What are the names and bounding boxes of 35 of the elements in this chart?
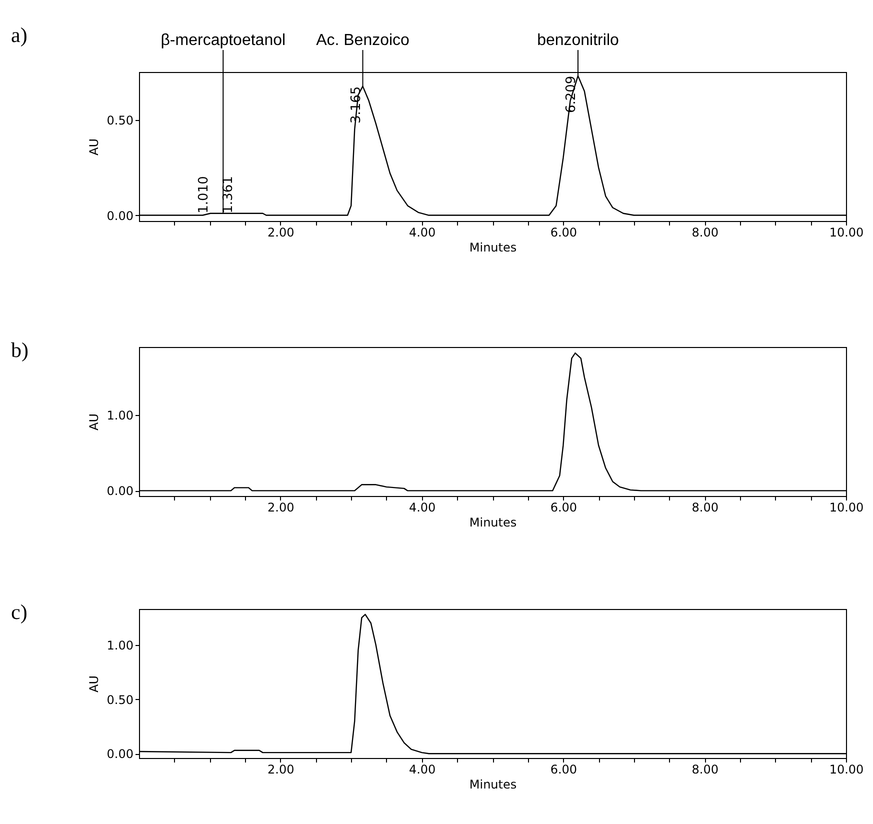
x-tick-label: 6.00 [550,762,578,776]
x-tick-label: 8.00 [692,226,718,240]
y-tick-label: 0.50 [106,113,134,128]
x-tick-label: 8.00 [692,500,718,514]
x-tick-label: 2.00 [268,226,294,240]
y-tick-label: 0.50 [106,692,134,707]
x-tick-label: 10.00 [829,226,864,240]
x-tick-label: 8.00 [692,762,718,776]
annotation: Ac. Benzoico [316,32,410,49]
x-axis-title: Minutes [469,778,517,792]
x-tick-label: 2.00 [268,500,294,514]
annotation: 1.010 [196,176,212,214]
x-axis-title: Minutes [469,240,517,254]
x-tick-label: 10.00 [829,762,864,776]
annotation: benzonitrilo [537,32,619,49]
y-axis-title: AU [86,138,101,156]
x-tick-label: 6.00 [550,226,578,240]
x-tick-label: 4.00 [408,226,436,240]
y-tick-label: 0.00 [106,208,134,223]
x-tick-label: 2.00 [268,762,294,776]
y-tick-label: 0.00 [106,747,134,762]
y-tick-label: 1.00 [106,408,134,423]
x-tick-label: 4.00 [408,762,436,776]
x-tick-label: 6.00 [550,500,578,514]
y-tick-label: 0.00 [106,484,134,498]
chart-title: b) [11,338,28,362]
chart-title: c) [11,600,28,624]
y-axis-title: AU [86,676,101,692]
x-tick-label: 10.00 [829,500,864,514]
x-axis-title: Minutes [469,516,517,530]
x-tick-label: 4.00 [408,500,436,514]
chart-title: a) [11,23,28,47]
annotation: β-mercaptoetanol [160,32,286,49]
y-tick-label: 1.00 [106,638,134,652]
y-axis-title: AU [86,414,101,430]
